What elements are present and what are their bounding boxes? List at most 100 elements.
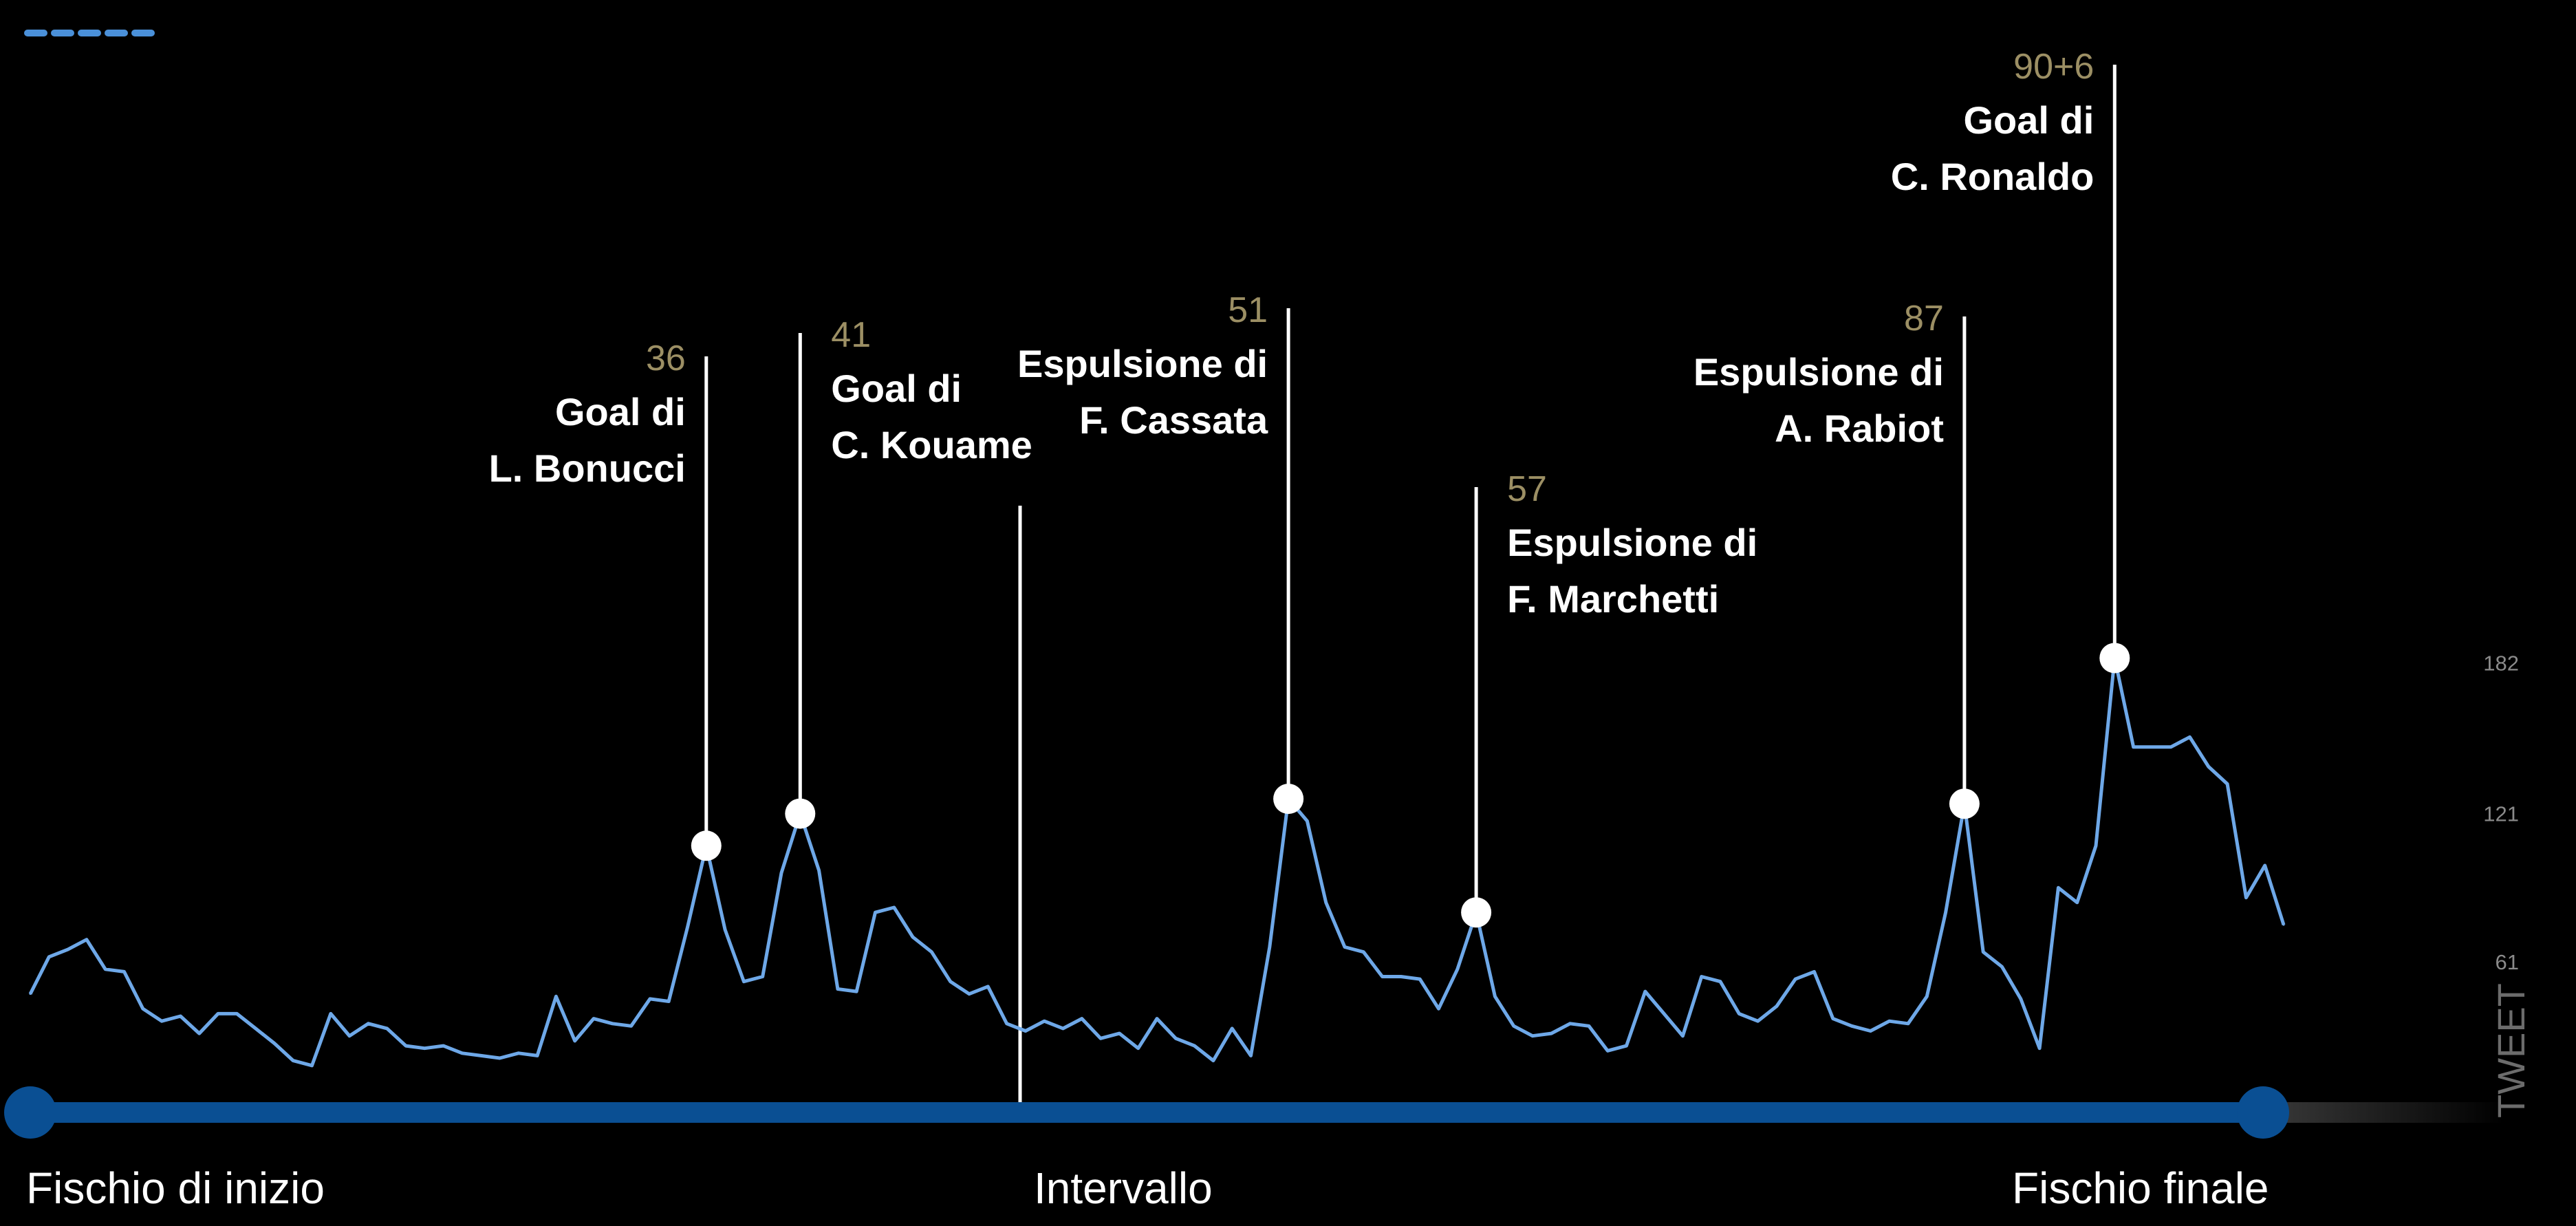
tweet-point <box>836 988 839 990</box>
x-label-half: Intervallo <box>1034 1163 1213 1213</box>
tweet-point <box>1174 1037 1177 1040</box>
tweet-point <box>1268 945 1271 948</box>
y-tick-label: 61 <box>2496 950 2519 974</box>
tweet-point <box>2189 735 2191 738</box>
event-label: Espulsione di <box>1017 342 1268 385</box>
tweet-point <box>1625 1044 1627 1047</box>
tweet-point <box>142 1007 144 1010</box>
tweet-point <box>1531 1035 1534 1037</box>
tweet-point <box>1644 990 1647 993</box>
event-marker[interactable] <box>785 798 816 829</box>
event-marker[interactable] <box>1273 784 1304 815</box>
tweet-point <box>404 1044 407 1047</box>
event-label: F. Marchetti <box>1507 577 1719 621</box>
tweet-point <box>1945 911 1947 914</box>
tweet-point <box>1118 1032 1121 1035</box>
tweet-point <box>1418 978 1421 980</box>
timeline-start-knob[interactable] <box>4 1086 56 1139</box>
event-label: F. Cassata <box>1079 398 1268 442</box>
tweet-point <box>2038 1047 2041 1050</box>
tweet-point <box>1832 1018 1834 1020</box>
tweet-point <box>630 1024 633 1027</box>
tweet-point <box>1925 995 1928 998</box>
tweet-point <box>649 998 651 1000</box>
event-minute: 36 <box>646 338 686 378</box>
tweet-point <box>1794 978 1797 980</box>
tweet-point <box>1513 1024 1515 1027</box>
tweet-point <box>1775 1005 1778 1008</box>
tweet-point <box>217 1012 219 1015</box>
tweet-point <box>1550 1032 1552 1035</box>
tweet-point <box>2226 783 2229 786</box>
tweet-point <box>1231 1027 1233 1030</box>
minute-gridlines <box>29 131 2341 1112</box>
tweet-point <box>1062 1027 1064 1030</box>
tweet-point <box>667 1000 670 1002</box>
tweet-point <box>1757 1020 1760 1022</box>
tweet-point <box>160 1020 163 1022</box>
tweet-point <box>1493 995 1496 998</box>
event-label: C. Kouame <box>831 423 1032 466</box>
tweet-point <box>1438 1007 1440 1010</box>
tweet-point <box>255 1027 257 1030</box>
y-tick-label: 182 <box>2483 652 2519 676</box>
tweet-point <box>499 1057 501 1060</box>
event-label: A. Rabiot <box>1775 407 1944 450</box>
tweet-point <box>442 1044 445 1047</box>
event-annotations: 36 Goal di L. Bonucci 41 Goal di C. Kouame 51 E… <box>489 47 2130 928</box>
tweet-point <box>1250 1054 1252 1057</box>
event-label: Goal di <box>555 390 686 433</box>
y-tick-label: 121 <box>2483 802 2519 826</box>
tweet-point <box>1381 976 1384 978</box>
tweet-point <box>1888 1020 1891 1022</box>
tweet-point <box>1137 1047 1140 1050</box>
event-marker[interactable] <box>691 830 722 861</box>
tweet-point <box>461 1052 464 1055</box>
tweet-point <box>1663 1012 1665 1015</box>
tweet-point <box>1738 1012 1740 1015</box>
tweet-point <box>1212 1060 1215 1062</box>
tweet-point <box>1325 901 1328 904</box>
timeline-end-knob[interactable] <box>2237 1086 2289 1139</box>
tweet-point <box>2264 864 2266 867</box>
x-label-start: Fischio di inizio <box>26 1163 325 1213</box>
event-marker[interactable] <box>1949 788 1980 819</box>
match-timeline-bar <box>4 1086 2504 1139</box>
tweet-point <box>1400 976 1403 978</box>
tweet-point <box>2151 746 2154 749</box>
y-axis: 61 121 182 <box>2483 652 2519 974</box>
tweet-point <box>724 928 726 931</box>
tweet-point <box>968 993 971 996</box>
y-axis-title: TWEET <box>2489 983 2533 1118</box>
tweet-point <box>1907 1022 1909 1025</box>
tweet-point <box>2132 746 2135 749</box>
tweet-point <box>554 995 557 998</box>
tweet-series <box>28 656 2286 1068</box>
x-label-end: Fischio finale <box>2012 1163 2269 1213</box>
tweet-point <box>2076 901 2079 904</box>
tweet-point <box>818 869 821 872</box>
tweet-point <box>1700 976 1703 978</box>
tweet-point <box>2244 896 2247 899</box>
tweet-point <box>1569 1022 1572 1025</box>
tweet-point <box>1813 970 1815 973</box>
tweet-point <box>686 926 689 929</box>
tweet-point <box>2169 746 2172 749</box>
tweet-point <box>611 1022 614 1025</box>
event-label: Goal di <box>1964 98 2095 142</box>
tweet-point <box>235 1012 238 1015</box>
event-minute: 87 <box>1904 299 1944 338</box>
event-marker[interactable] <box>2099 643 2130 674</box>
tweet-point <box>761 976 764 978</box>
tweet-point <box>1588 1024 1590 1027</box>
event-label: Espulsione di <box>1693 350 1944 394</box>
tweet-point <box>574 1040 576 1042</box>
tweet-point <box>367 1022 369 1025</box>
tweet-point <box>1099 1037 1102 1040</box>
event-marker[interactable] <box>1461 897 1492 928</box>
tweet-point <box>930 951 933 954</box>
tweet-point <box>1043 1020 1046 1022</box>
tweet-point <box>1306 819 1308 822</box>
tweet-point <box>179 1015 182 1018</box>
event-label: C. Ronaldo <box>1891 155 2095 198</box>
